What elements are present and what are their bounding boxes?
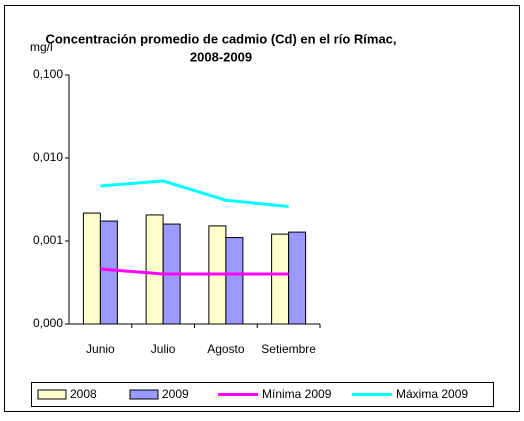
legend-swatch xyxy=(37,389,67,400)
chart-title: Concentración promedio de cadmio (Cd) en… xyxy=(45,31,396,46)
y-tick-label: 0,000 xyxy=(33,316,63,330)
x-tick-label: Junio xyxy=(86,342,115,356)
bar xyxy=(82,212,101,325)
line xyxy=(100,179,289,209)
legend-label: Máxima 2009 xyxy=(396,387,468,401)
bar xyxy=(271,233,290,325)
y-axis-label: mg/l xyxy=(30,40,53,54)
bar xyxy=(288,231,307,325)
y-tick-label: 0,001 xyxy=(33,233,63,247)
bar xyxy=(225,237,244,325)
legend-label: 2008 xyxy=(70,387,97,401)
bar xyxy=(145,214,164,325)
x-tick-label: Agosto xyxy=(207,342,245,356)
legend-label: 2009 xyxy=(162,387,189,401)
bar xyxy=(99,220,118,325)
legend xyxy=(31,382,494,407)
y-tick-label: 0,010 xyxy=(33,150,63,164)
legend-swatch xyxy=(129,389,159,400)
x-tick-label: Setiembre xyxy=(261,342,316,356)
legend-label: Mínima 2009 xyxy=(262,387,332,401)
line xyxy=(100,267,289,276)
chart-title: 2008-2009 xyxy=(190,49,252,64)
chart-border xyxy=(4,5,520,412)
y-tick-label: 0,100 xyxy=(33,67,63,81)
x-tick-label: Julio xyxy=(151,342,176,356)
